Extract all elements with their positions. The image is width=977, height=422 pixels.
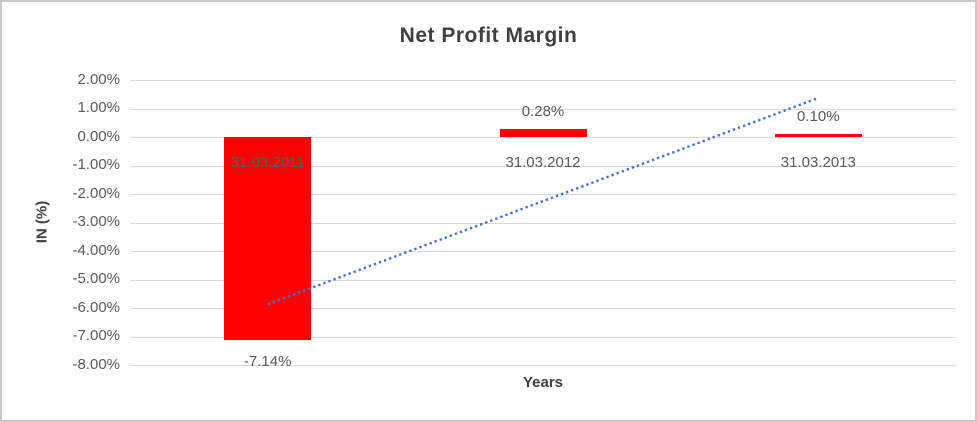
y-tick-label: -2.00% bbox=[72, 184, 120, 202]
category-label: 31.03.2012 bbox=[505, 154, 581, 171]
x-axis-title: Years bbox=[522, 374, 564, 391]
y-tick-label: 1.00% bbox=[77, 99, 120, 116]
gridline bbox=[130, 365, 956, 366]
y-tick-label: -6.00% bbox=[72, 298, 120, 316]
y-tick-label: -1.00% bbox=[72, 156, 120, 173]
category-label: 31.03.2011 bbox=[230, 154, 305, 171]
y-tick-label: -8.00% bbox=[72, 355, 120, 373]
y-tick-label: -7.00% bbox=[72, 327, 120, 344]
chart-title: Net Profit Margin bbox=[399, 24, 578, 47]
bar bbox=[499, 129, 587, 137]
gridline bbox=[130, 80, 956, 81]
y-tick-label: -5.00% bbox=[72, 270, 120, 287]
bar bbox=[774, 134, 862, 137]
y-tick-label: 0.00% bbox=[77, 127, 120, 145]
gridline bbox=[130, 336, 956, 338]
data-label: -7.14% bbox=[243, 353, 292, 371]
gridline bbox=[130, 308, 956, 309]
y-tick-label: 2.00% bbox=[77, 70, 120, 88]
data-label: 0.28% bbox=[521, 103, 565, 121]
y-tick-label: -4.00% bbox=[72, 241, 120, 259]
category-label: 31.03.2013 bbox=[780, 154, 856, 171]
data-label: 0.10% bbox=[797, 108, 840, 126]
y-tick-label: -3.00% bbox=[72, 213, 120, 230]
